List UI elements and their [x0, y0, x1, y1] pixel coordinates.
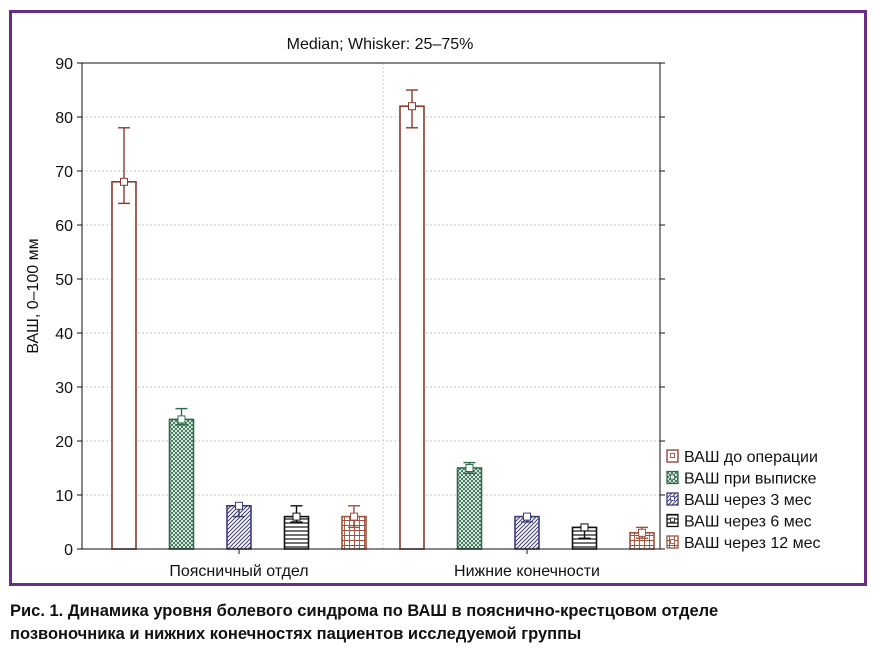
bar-chart: Median; Whisker: 25–75% 0 10 20 30 40 50 60 70 8…	[25, 36, 821, 580]
bar	[399, 105, 425, 550]
median-marker	[292, 512, 301, 521]
median-marker	[120, 177, 128, 186]
median-marker	[523, 512, 531, 521]
legend-marker	[670, 453, 675, 458]
bars-group	[111, 89, 655, 550]
median-marker	[465, 464, 474, 472]
median-marker	[408, 102, 416, 111]
plot-border	[81, 62, 661, 550]
legend-marker	[670, 496, 675, 501]
x-axis-labels: Поясничный отдел Нижние конечности	[169, 549, 600, 580]
x-category-label: Нижние конечности	[454, 563, 600, 580]
y-tick-label: 60	[55, 218, 73, 235]
median-marker	[235, 501, 243, 510]
y-axis-ticks: 0 10 20 30 40 50 60 70 80 90	[55, 56, 665, 559]
grid-lines	[82, 63, 660, 549]
bar	[456, 467, 483, 550]
y-tick-label: 70	[55, 164, 73, 181]
median-marker	[350, 512, 358, 521]
legend-label: ВАШ через 6 мес	[684, 514, 812, 531]
y-tick-label: 10	[55, 488, 73, 505]
figure-caption: Рис. 1. Динамика уровня болевого синдром…	[10, 600, 872, 646]
chart-frame: Median; Whisker: 25–75% 0 10 20 30 40 50 60 70 8…	[9, 10, 867, 586]
legend-label: ВАШ до операции	[684, 449, 818, 466]
median-marker	[177, 415, 186, 424]
y-tick-label: 80	[55, 110, 73, 127]
y-tick-label: 50	[55, 272, 73, 289]
bar	[168, 418, 195, 550]
bar	[111, 181, 137, 550]
median-marker	[638, 528, 646, 537]
y-axis-label: ВАШ, 0–100 мм	[25, 238, 42, 353]
legend-marker	[670, 539, 675, 544]
y-tick-label: 90	[55, 56, 73, 73]
legend-marker	[670, 474, 675, 480]
y-tick-label: 40	[55, 326, 73, 343]
y-tick-label: 20	[55, 434, 73, 451]
legend: ВАШ до операции ВАШ при выписке ВАШ через …	[666, 449, 821, 552]
x-category-label: Поясничный отдел	[169, 563, 308, 580]
caption-line-1: Рис. 1. Динамика уровня болевого синдром…	[10, 602, 719, 620]
median-marker	[580, 523, 589, 532]
y-tick-label: 0	[64, 542, 73, 559]
legend-marker	[670, 517, 675, 523]
chart-title: Median; Whisker: 25–75%	[287, 36, 474, 53]
legend-label: ВАШ при выписке	[684, 471, 817, 488]
caption-line-2: позвоночника и нижних конечностях пациен…	[10, 625, 582, 643]
legend-label: ВАШ через 3 мес	[684, 492, 812, 509]
legend-label: ВАШ через 12 мес	[684, 535, 821, 552]
y-tick-label: 30	[55, 380, 73, 397]
